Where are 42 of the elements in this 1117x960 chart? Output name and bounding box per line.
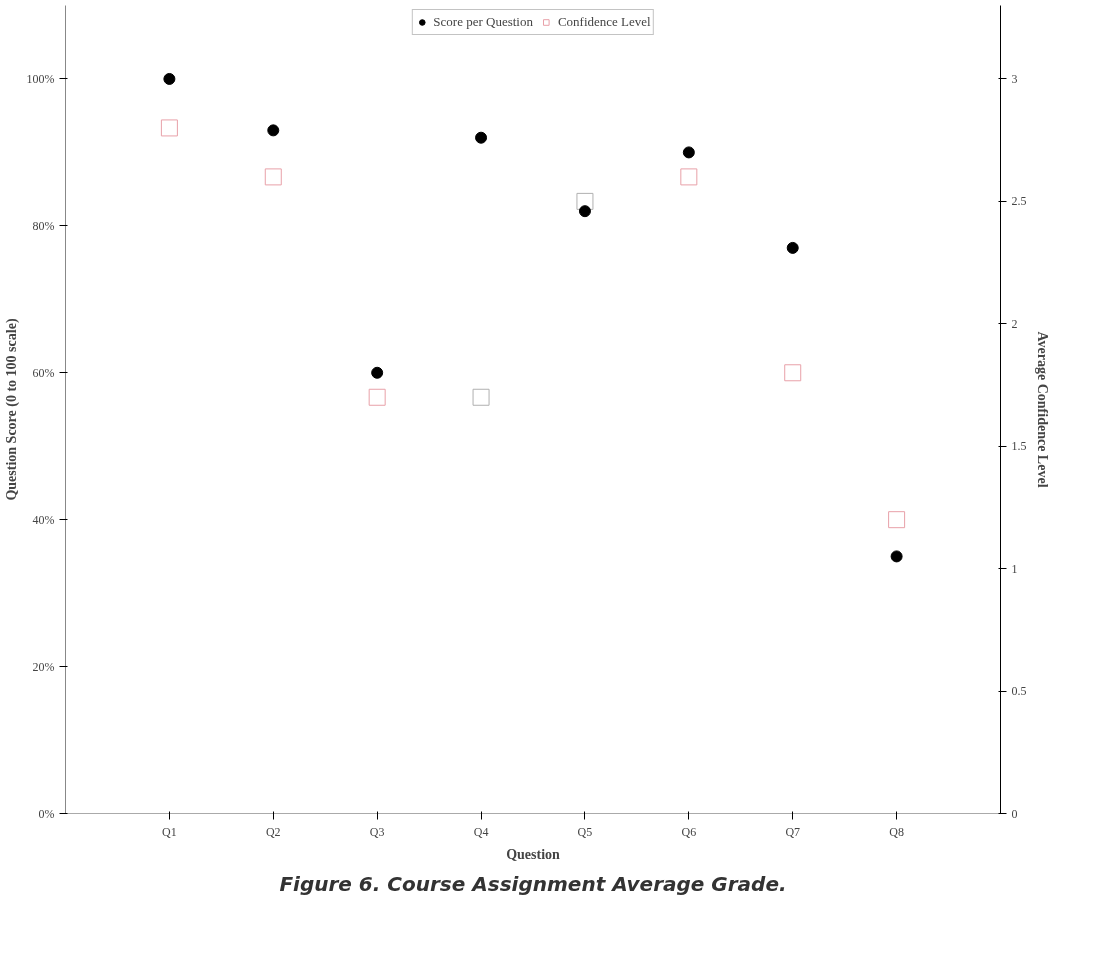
point [368,388,386,406]
x-tick-label: Q4 [473,824,489,839]
y2-tick-label: 0.5 [1011,684,1027,699]
y-tick-label: 20% [32,659,55,674]
legend-label: Score per Question [433,14,533,30]
point [682,146,695,159]
y2-tick-label: 1.5 [1011,439,1027,454]
point [371,366,384,379]
x-tick-label: Q8 [889,824,904,839]
point [267,124,280,137]
y-tick-label: 40% [32,512,55,527]
y2-tick-label: 1 [1011,561,1018,576]
point [890,550,903,563]
point [888,511,906,529]
point [264,168,282,186]
y-tick-label: 100% [26,71,55,86]
y2-tick-label: 2 [1011,316,1018,331]
y2-tick-label: 0 [1011,806,1018,821]
y2-tick-label: 3 [1011,71,1018,86]
x-tick-label: Q5 [577,824,593,839]
point [163,72,176,85]
y2-tick-label: 2.5 [1011,194,1027,209]
caption: Figure 6. Course Assignment Average Grade. [279,871,787,896]
y-tick-label: 60% [32,365,55,380]
point [160,119,178,137]
point [475,131,488,144]
point [784,364,802,382]
y-tick-label: 0% [38,806,55,821]
point [472,388,490,406]
x-tick-label: Q1 [162,824,177,839]
point [680,168,698,186]
y2-axis-title: Average Confidence Level [1034,331,1050,488]
point [786,241,799,254]
point [578,205,591,218]
y-axis-title: Question Score (0 to 100 scale) [3,318,20,501]
x-tick-label: Q3 [369,824,385,839]
x-axis-title: Question [506,846,561,862]
legend-label: Confidence Level [557,14,651,30]
x-tick-label: Q2 [265,824,281,839]
x-tick-label: Q7 [785,824,801,839]
y-tick-label: 80% [32,218,55,233]
x-tick-label: Q6 [681,824,697,839]
